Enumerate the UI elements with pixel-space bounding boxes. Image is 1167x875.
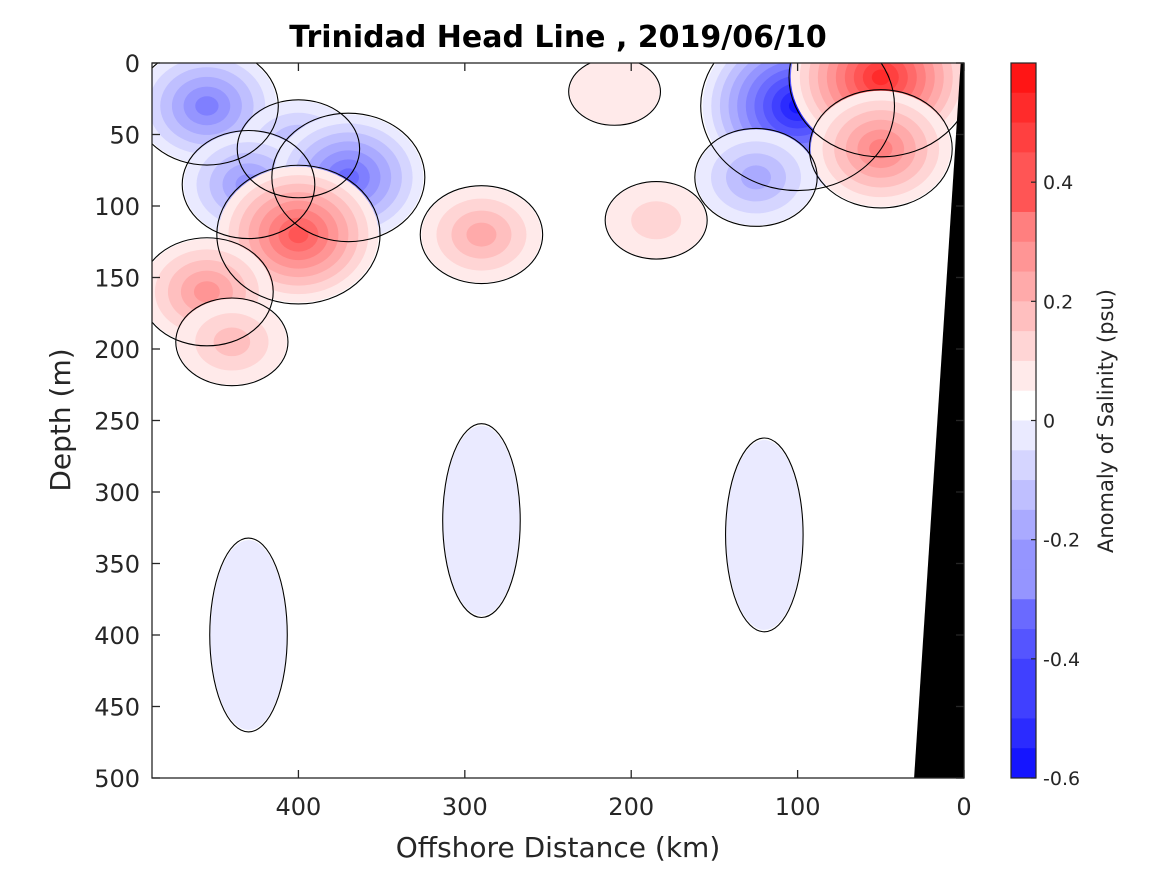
y-tick-label-5: 250 [94, 408, 140, 436]
colorbar-band-12 [1011, 420, 1036, 451]
colorbar-tick-label-2: -0.2 [1043, 530, 1080, 552]
zero-contour-13 [808, 89, 953, 209]
anomaly-level-positive-16-1 [569, 63, 660, 125]
y-tick-label-0: 0 [125, 50, 140, 78]
colorbar-band-20 [1011, 658, 1036, 690]
colorbar-tick-label-3: 0 [1043, 411, 1055, 433]
colorbar-band-21 [1011, 688, 1036, 719]
colorbar-band-13 [1011, 450, 1036, 481]
y-tick-label-3: 150 [94, 265, 140, 293]
x-tick-label-0: 400 [276, 793, 322, 821]
y-tick-label-2: 100 [94, 193, 140, 221]
anomaly-level-positive-10-5 [193, 281, 220, 303]
zero-contour [152, 63, 964, 733]
anomaly-level-negative-6-1 [443, 425, 520, 616]
colorbar-tick-label-0: -0.6 [1043, 768, 1080, 790]
zero-contour-3 [271, 112, 426, 243]
zero-contour-2 [181, 129, 316, 240]
colorbar-band-7 [1011, 271, 1036, 302]
colorbar-label: Anomaly of Salinity (psu) [1094, 289, 1118, 553]
zero-contour-9 [216, 164, 381, 305]
anomaly-level-positive-11-4 [466, 222, 497, 247]
x-tick-label-2: 200 [608, 793, 654, 821]
colorbar-band-22 [1011, 718, 1036, 749]
anomaly-negative-7 [726, 439, 803, 630]
anomaly-negative-6 [443, 425, 520, 616]
colorbar-band-11 [1011, 390, 1036, 421]
zero-contour-10 [152, 237, 274, 347]
anomaly-level-positive-14-2 [631, 201, 682, 240]
y-tick-label-10: 500 [94, 765, 140, 793]
colorbar-band-10 [1011, 360, 1036, 392]
zero-contour-16 [568, 63, 662, 126]
colorbar-band-2 [1011, 122, 1036, 153]
x-axis-ticks: 400 300 200 100 0 [276, 63, 972, 821]
anomaly-level-negative-8-1 [210, 540, 287, 730]
colorbar-band-14 [1011, 480, 1036, 511]
colorbar-band-19 [1011, 629, 1036, 660]
zero-contour-4 [700, 63, 896, 192]
zero-contour-15 [175, 297, 289, 387]
zero-contour-8 [209, 537, 288, 733]
y-tick-label-6: 300 [94, 479, 140, 507]
anomaly-level-negative-7-1 [726, 439, 803, 630]
colorbar-band-6 [1011, 241, 1036, 273]
x-tick-label-1: 300 [442, 793, 488, 821]
chart-title: Trinidad Head Line , 2019/06/10 [289, 20, 826, 55]
zero-contour-1 [236, 99, 361, 199]
bathymetry-shelf [914, 63, 964, 778]
colorbar-band-4 [1011, 182, 1036, 213]
colorbar-band-8 [1011, 301, 1036, 332]
anomaly-negative-8 [210, 540, 287, 730]
colorbar-band-16 [1011, 539, 1036, 570]
zero-contour-6 [442, 423, 521, 619]
y-tick-label-9: 450 [94, 694, 140, 722]
y-tick-label-7: 350 [94, 551, 140, 579]
colorbar-tick-label-4: 0.2 [1043, 291, 1073, 313]
colorbar-band-9 [1011, 331, 1036, 362]
zero-contour-5 [694, 127, 818, 227]
colorbar: -0.6 -0.4 -0.2 0 0.2 0.4 [1010, 62, 1080, 790]
colorbar-band-17 [1011, 569, 1036, 600]
y-tick-label-4: 200 [94, 336, 140, 364]
anomaly-level-positive-12-10 [871, 69, 890, 86]
x-axis-label: Offshore Distance (km) [396, 831, 721, 864]
anomaly-positive-9 [218, 166, 379, 303]
zero-contour-0 [152, 63, 279, 166]
anomaly-level-negative-5-4 [741, 165, 772, 190]
colorbar-band-23 [1011, 748, 1036, 779]
zero-contour-12 [788, 63, 964, 158]
anomaly-field [152, 63, 964, 730]
y-tick-label-1: 50 [109, 122, 140, 150]
x-tick-label-3: 100 [775, 793, 821, 821]
anomaly-positive-16 [569, 63, 660, 125]
zero-contour-11 [419, 185, 544, 285]
colorbar-band-0 [1011, 63, 1036, 94]
anomaly-level-negative-0-6 [195, 96, 219, 116]
anomaly-level-positive-9-8 [288, 226, 309, 244]
x-tick-label-4: 0 [956, 793, 971, 821]
zero-contour-14 [604, 180, 708, 260]
colorbar-tick-label-5: 0.4 [1043, 172, 1073, 194]
colorbar-band-5 [1011, 211, 1036, 243]
colorbar-band-15 [1011, 509, 1036, 541]
y-axis-label: Depth (m) [44, 348, 77, 491]
colorbar-band-18 [1011, 599, 1036, 630]
colorbar-tick-label-1: -0.4 [1043, 649, 1080, 671]
anomaly-negative-5 [696, 129, 817, 226]
colorbar-band-3 [1011, 152, 1036, 183]
anomaly-positive-11 [421, 186, 542, 283]
anomaly-positive-14 [606, 182, 707, 259]
y-tick-label-8: 400 [94, 622, 140, 650]
zero-contour-7 [725, 437, 804, 633]
y-axis-ticks: 0 50 100 150 200 250 300 350 400 450 500 [94, 50, 964, 793]
colorbar-band-1 [1011, 92, 1036, 124]
